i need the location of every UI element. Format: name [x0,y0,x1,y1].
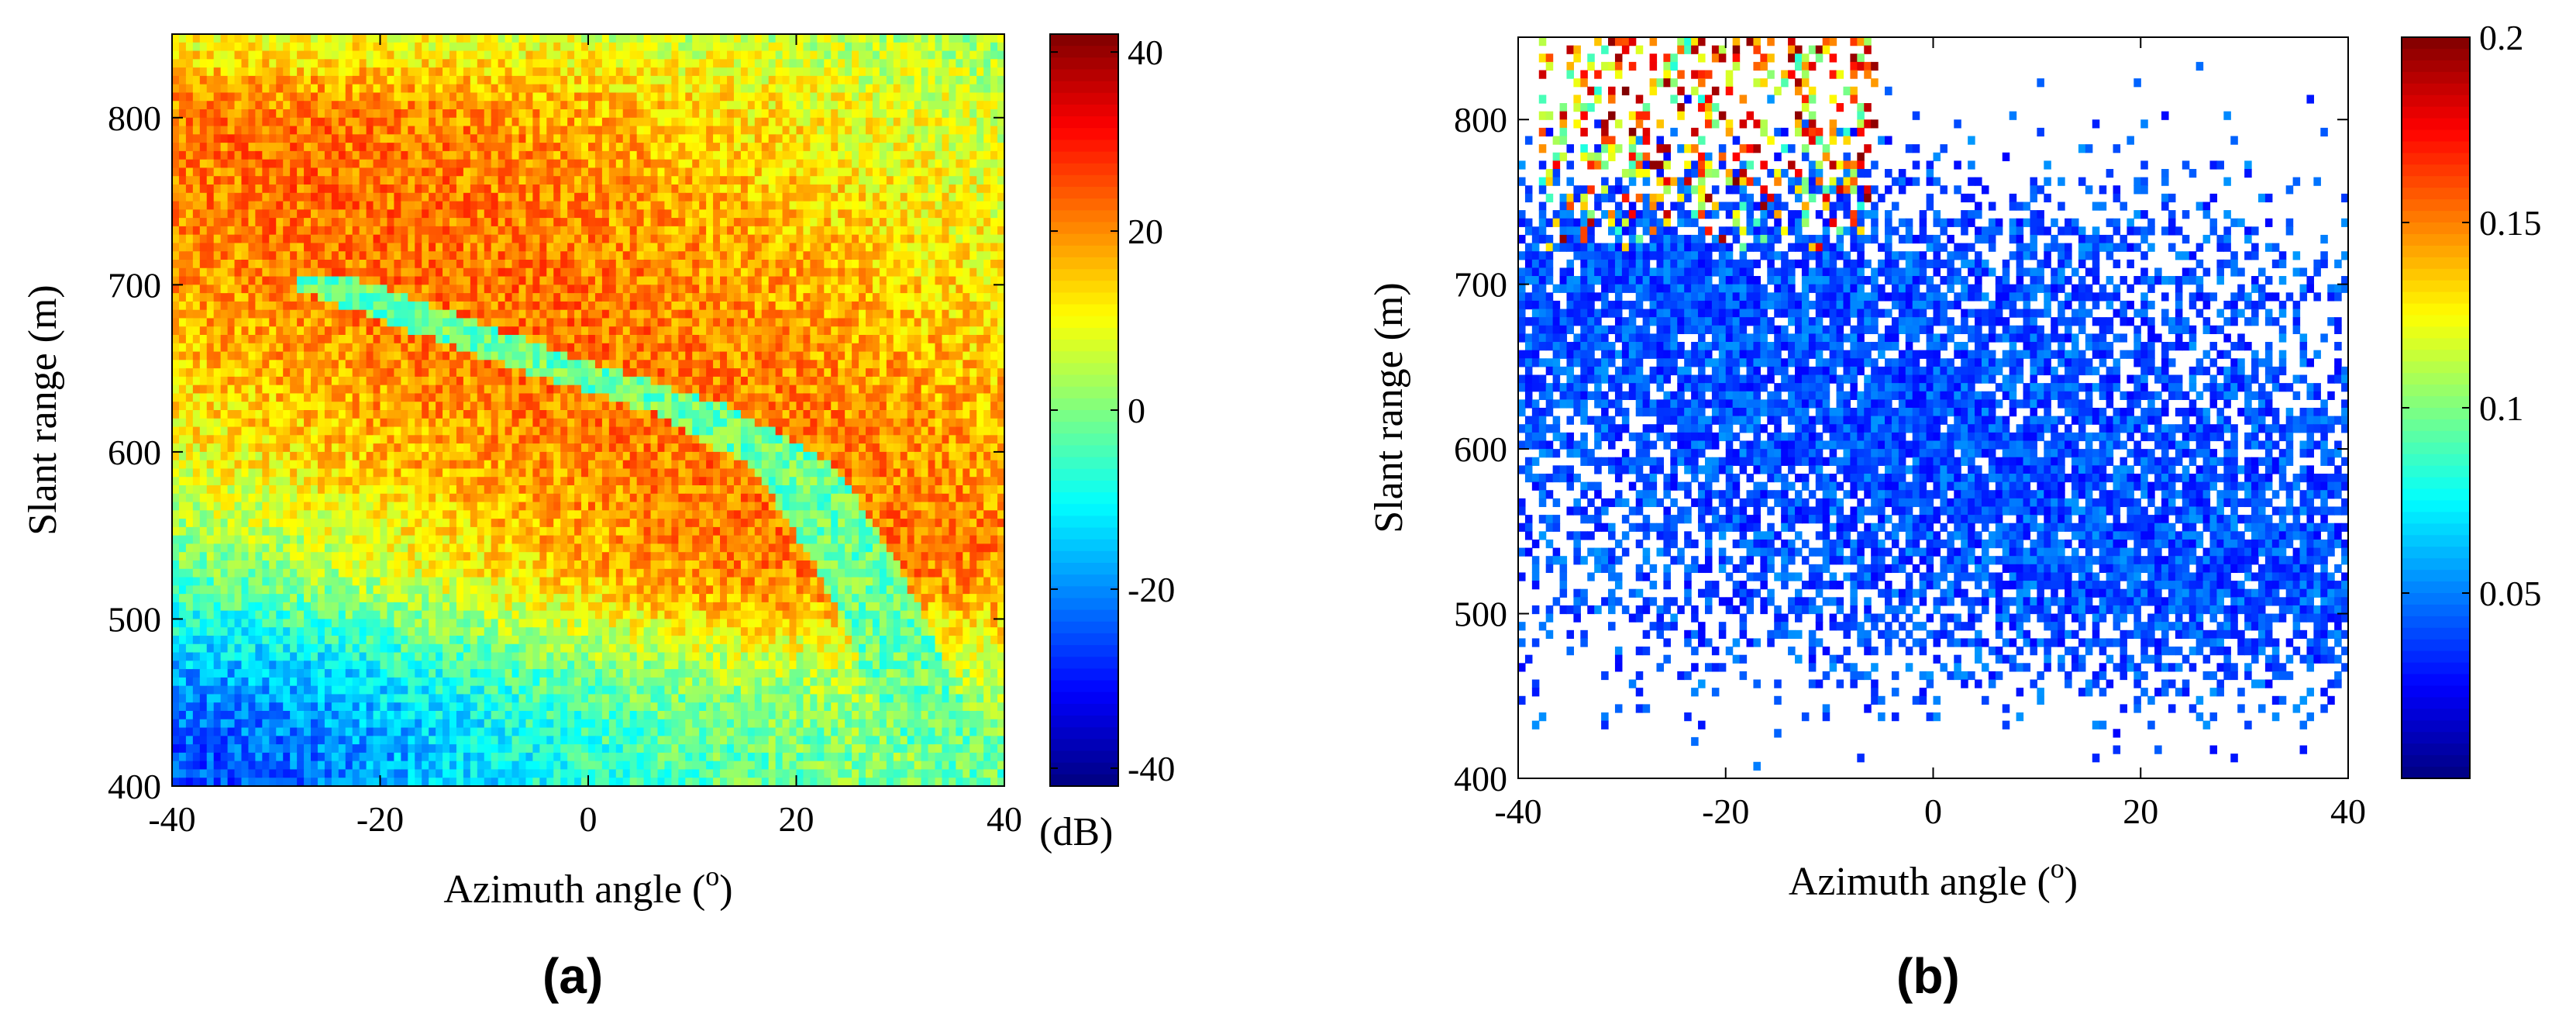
colorbar [1050,34,1118,787]
x-tick-label: -40 [1494,792,1541,831]
colorbar-tick-label: -40 [1128,749,1175,788]
chart-b: -40 -20 0 20 40 400 500 600 700 800 Azimuth angle … [1367,18,2542,904]
colorbar-tick-label: 0.1 [2479,388,2524,428]
y-tick-label: 600 [108,433,161,472]
y-tick-label: 700 [108,265,161,305]
x-tick-label: -40 [148,799,195,839]
y-tick-label: 800 [1454,100,1507,140]
y-axis-title: Slant range (m) [1367,282,1411,533]
colorbar-tick-label: 0.15 [2479,203,2542,243]
panel-label-a: (a) [542,948,604,1004]
y-tick-label: 500 [108,599,161,639]
heatmap-cells [1518,37,2349,771]
x-tick-label: -20 [1702,792,1749,831]
panel-label-b: (b) [1896,948,1960,1004]
x-axis-title-text: Azimuth angle ( [1789,860,2051,904]
y-tick-label: 400 [108,767,161,806]
x-tick-label: 40 [2330,792,2366,831]
x-tick-label: -20 [356,799,404,839]
colorbar-tick-label: 40 [1128,33,1163,72]
heatmap-cells [172,34,1005,787]
x-axis-title: Azimuth angle (o) [443,861,732,912]
y-axis-title: Slant range (m) [21,285,65,535]
x-tick-label: 0 [1924,792,1942,831]
y-tick-label: 600 [1454,429,1507,469]
colorbar-tick-label: 20 [1128,212,1163,251]
colorbar-tick-label: -20 [1128,570,1175,609]
x-tick-label: 40 [987,799,1022,839]
x-tick-label: 20 [779,799,814,839]
y-tick-label: 800 [108,98,161,138]
colorbar-tick-label: 0.05 [2479,574,2542,613]
x-axis-title: Azimuth angle (o) [1789,853,2078,904]
colorbar-unit-label: (dB) [1039,810,1113,854]
colorbar [2402,37,2470,779]
x-tick-label: 0 [580,799,598,839]
x-tick-label: 20 [2123,792,2158,831]
panel-b: -40 -20 0 20 40 400 500 600 700 800 Azimuth angle … [1288,0,2576,1014]
x-axis-title-text: Azimuth angle ( [443,867,705,912]
x-axis-title-sup: o [705,861,719,892]
panel-a: -40 -20 0 20 40 400 500 600 700 800 Azimuth angle … [21,33,1175,1004]
x-axis-title-sup: o [2051,853,2065,884]
y-tick-label: 500 [1454,595,1507,634]
y-tick-label: 700 [1454,265,1507,305]
x-axis-title-close: ) [719,867,732,912]
colorbar-tick-label: 0.2 [2479,18,2524,57]
y-tick-label: 400 [1454,759,1507,798]
colorbar-tick-label: 0 [1128,391,1145,430]
x-axis-title-close: ) [2065,860,2078,904]
